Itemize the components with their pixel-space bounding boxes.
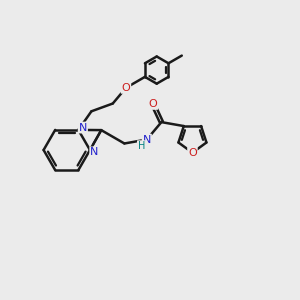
Text: N: N	[90, 147, 99, 158]
Text: N: N	[142, 134, 151, 145]
Text: N: N	[79, 122, 87, 133]
Text: O: O	[122, 83, 130, 93]
Text: H: H	[138, 141, 145, 151]
Text: O: O	[148, 99, 157, 109]
Text: O: O	[188, 148, 197, 158]
